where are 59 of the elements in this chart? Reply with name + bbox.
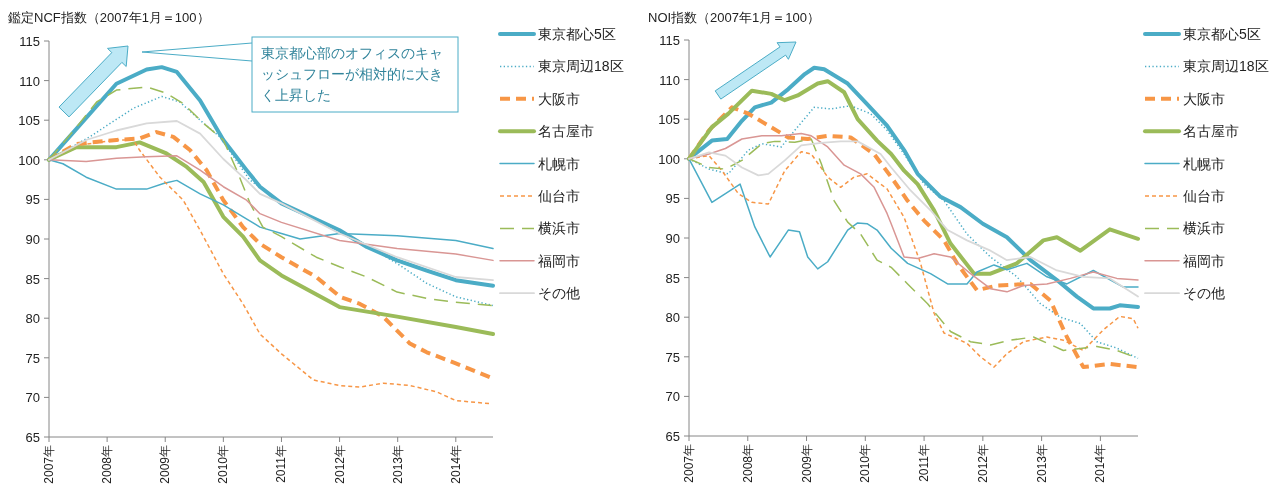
x-tick-label: 2013年: [1034, 444, 1049, 483]
x-tick-label: 2007年: [42, 445, 56, 484]
legend-label: 東京都心5区: [538, 26, 616, 42]
x-tick-label: 2010年: [858, 444, 873, 483]
y-tick-label: 95: [665, 191, 680, 207]
x-tick-label: 2012年: [332, 445, 347, 484]
x-tick-label: 2011年: [917, 444, 932, 482]
y-tick-label: 85: [25, 271, 40, 287]
title: NOI指数（2007年1月＝100）: [648, 10, 820, 25]
legend-label: その他: [538, 285, 580, 302]
x-tick-label: 2008年: [740, 444, 755, 483]
x-tick-label: 2008年: [100, 445, 115, 484]
y-tick-label: 65: [665, 429, 680, 444]
legend-label: その他: [1183, 285, 1225, 302]
y-tick-label: 115: [659, 33, 680, 48]
x-tick-label: 2014年: [448, 445, 463, 484]
legend-label: 横浜市: [538, 220, 580, 237]
legend-label: 名古屋市: [1183, 123, 1239, 140]
x-tick-label: 2007年: [682, 444, 696, 483]
legend-label: 福岡市: [538, 252, 580, 269]
y-tick-label: 100: [658, 151, 680, 167]
x-tick-label: 2009年: [158, 445, 173, 484]
x-tick-label: 2011年: [274, 445, 289, 483]
legend-label: 大阪市: [1183, 90, 1225, 107]
x-tick-label: 2010年: [216, 445, 231, 484]
annotation: 東京都心部のオフィスのキャッシュフローが相対的に大きく上昇した: [261, 46, 443, 103]
legend-label: 名古屋市: [538, 123, 594, 140]
y-tick-label: 75: [25, 350, 40, 366]
y-tick-label: 110: [19, 73, 40, 89]
y-tick-label: 90: [25, 232, 40, 247]
y-tick-label: 115: [19, 34, 40, 49]
x-tick-label: 2012年: [975, 444, 990, 483]
legend-label: 大阪市: [538, 90, 580, 107]
legend-label: 東京都心5区: [1183, 26, 1261, 42]
x-tick-label: 2013年: [390, 445, 405, 484]
legend-label: 横浜市: [1183, 220, 1225, 237]
y-tick-label: 75: [665, 349, 680, 365]
legend-label: 東京周辺18区: [538, 58, 624, 75]
y-tick-label: 70: [665, 389, 680, 405]
legend-label: 福岡市: [1183, 252, 1225, 269]
x-tick-label: 2014年: [1093, 444, 1108, 483]
y-tick-label: 80: [25, 311, 40, 327]
legend-label: 東京周辺18区: [1183, 58, 1269, 75]
y-tick-label: 95: [25, 192, 40, 208]
y-tick-label: 80: [665, 310, 680, 326]
title: 鑑定NCF指数（2007年1月＝100）: [8, 10, 210, 25]
y-tick-label: 105: [658, 112, 680, 128]
y-tick-label: 70: [25, 390, 40, 406]
y-tick-label: 105: [18, 113, 40, 129]
y-tick-label: 65: [25, 430, 40, 445]
y-tick-label: 90: [665, 231, 680, 246]
y-tick-label: 100: [18, 152, 40, 168]
y-tick-label: 85: [665, 270, 680, 286]
legend-label: 仙台市: [538, 188, 580, 204]
legend-label: 札幌市: [538, 155, 580, 172]
legend-label: 札幌市: [1183, 155, 1225, 172]
y-tick-label: 110: [659, 72, 680, 88]
x-tick-label: 2009年: [799, 444, 814, 483]
legend-label: 仙台市: [1183, 188, 1225, 204]
